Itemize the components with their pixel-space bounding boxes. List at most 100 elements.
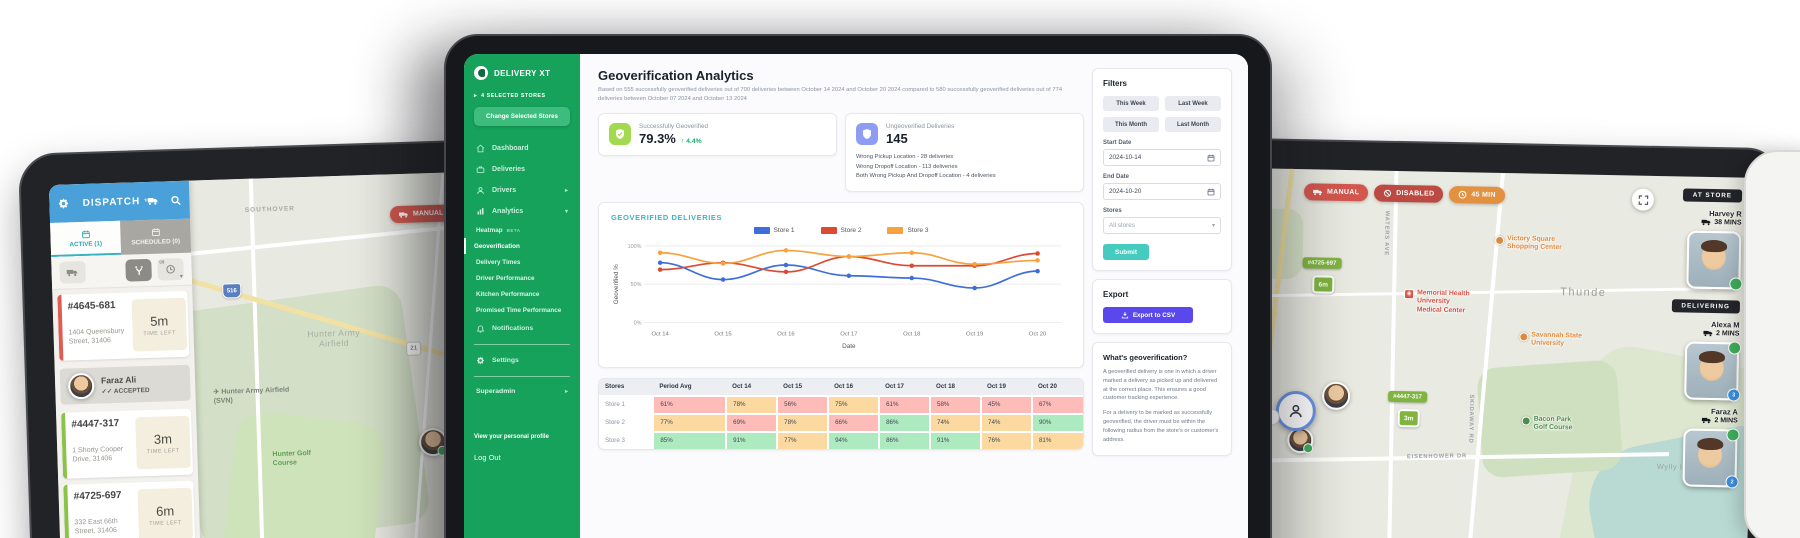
dashboard-screen: DELIVERY XT ▸ 4 SELECTED STORES Change S… <box>464 54 1248 538</box>
driver-map-avatar[interactable] <box>1287 426 1314 454</box>
table-cell: 58% <box>929 394 982 414</box>
change-stores-button[interactable]: Change Selected Stores <box>474 107 570 126</box>
legend-item[interactable]: Store 1 <box>753 226 795 234</box>
table-cell: 66% <box>827 412 880 432</box>
export-csv-button[interactable]: Export to CSV <box>1103 307 1193 323</box>
chevron-down-icon: ▾ <box>1211 223 1215 229</box>
vehicle-filter-button[interactable] <box>59 260 86 284</box>
sidebar-item-settings[interactable]: Settings <box>474 350 570 371</box>
bar-chart-icon <box>477 208 484 215</box>
dispatch-map[interactable]: SOUTHOVER 516 21 Hunter Army Airfield ✈ … <box>188 171 504 538</box>
tab-scheduled-deliveries[interactable]: SCHEDULED (0) <box>120 218 192 255</box>
sidebar-item-kitchen-performance[interactable]: Kitchen Performance <box>474 286 570 302</box>
order-address: 332 East 66th Street, 31406 <box>74 518 118 536</box>
last-week-button[interactable]: Last Week <box>1165 96 1221 111</box>
table-cell: 85% <box>652 430 727 449</box>
store-name-cell: Store 1 <box>599 394 654 414</box>
x-tick-label: Oct 16 <box>777 331 795 337</box>
sidebar-item-heatmap[interactable]: Heatmap BETA <box>474 222 570 238</box>
poi-victory-square[interactable]: Victory Square Shopping Center <box>1495 235 1569 253</box>
beta-badge: BETA <box>506 227 521 233</box>
tab-active-deliveries[interactable]: ACTIVE (1) <box>50 220 122 257</box>
poi-savannah-state[interactable]: Savannah State University <box>1519 331 1583 349</box>
this-week-button[interactable]: This Week <box>1103 96 1159 111</box>
dashboard-sidebar: DELIVERY XT ▸ 4 SELECTED STORES Change S… <box>464 54 580 538</box>
fullscreen-button[interactable] <box>1631 188 1655 211</box>
logout-link[interactable]: Log Out <box>474 453 501 462</box>
driver-photo-avatar[interactable]: 2 <box>1682 428 1740 489</box>
divider <box>474 376 570 377</box>
end-date-input[interactable]: 2024-10-20 <box>1103 183 1221 200</box>
table-cell: 76% <box>980 430 1032 449</box>
order-card[interactable]: #4725-697 332 East 66th Street, 31406 6m… <box>63 480 196 538</box>
sidebar-item-driver-performance[interactable]: Driver Performance <box>474 270 570 286</box>
data-point <box>846 273 852 278</box>
sidebar-item-geoverification[interactable]: Geoverification <box>464 238 570 254</box>
start-date-input[interactable]: 2024-10-14 <box>1103 149 1221 166</box>
sidebar-item-notifications[interactable]: Notifications <box>474 318 570 339</box>
order-card[interactable]: #4645-681 1404 Queensbury Street, 31406 … <box>57 290 190 361</box>
route-shield: 21 <box>405 341 422 356</box>
driver-map-avatar[interactable] <box>1321 381 1351 411</box>
legend-swatch <box>887 226 904 234</box>
sidebar-item-superadmin[interactable]: Superadmin ▸ <box>474 382 570 401</box>
search-icon[interactable] <box>170 194 181 205</box>
stores-select[interactable]: All stores ▾ <box>1103 217 1221 234</box>
poi-bacon-park[interactable]: Bacon Park Golf Course <box>1521 415 1577 433</box>
poi-memorial-health[interactable]: + Memorial Health University Medical Cent… <box>1404 289 1470 316</box>
home-icon <box>476 144 485 153</box>
table-row[interactable]: Store 1 61% 78% 56% 75% 61% 58% 45% 67% <box>599 394 1083 414</box>
submit-button[interactable]: Submit <box>1103 244 1149 260</box>
start-date-value: 2024-10-14 <box>1109 154 1142 161</box>
geoverification-table: Stores Period Avg Oct 14 Oct 15 Oct 16 Oct 17… <box>599 378 1083 449</box>
selected-stores[interactable]: ▸ 4 SELECTED STORES <box>474 93 570 99</box>
legend-item[interactable]: Store 2 <box>820 226 861 234</box>
driver-cluster-marker[interactable] <box>1275 390 1317 432</box>
ungeoverified-breakdown: Wrong Pickup Location - 28 deliveries Wr… <box>856 153 1073 182</box>
briefcase-icon <box>476 166 485 173</box>
route-split-button[interactable] <box>125 258 152 282</box>
order-map-marker[interactable]: #4447-317 <box>1388 390 1427 403</box>
table-header-cell: Oct 14 <box>726 378 778 396</box>
brand-logo-icon <box>474 66 488 80</box>
stat-cards: Successfully Geoverified 79.3% ↑ 4.4% <box>598 112 1084 192</box>
manual-mode-pill[interactable]: MANUAL <box>1303 183 1369 202</box>
table-header-row: Stores Period Avg Oct 14 Oct 15 Oct 16 Oct 17… <box>599 378 1083 396</box>
shield-check-icon <box>609 123 631 146</box>
chevron-down-icon: ▾ <box>564 209 568 215</box>
eta-pill[interactable]: 45 MIN <box>1449 185 1505 205</box>
sidebar-item-deliveries[interactable]: Deliveries <box>474 159 570 180</box>
table-cell: 94% <box>827 430 880 449</box>
disabled-mode-pill[interactable]: DISABLED <box>1374 184 1444 203</box>
manual-mode-pill[interactable]: MANUAL <box>389 204 453 224</box>
time-filter-button[interactable]: 09 ▾ <box>157 257 184 281</box>
driver-status-row[interactable]: Faraz Ali ✓✓ ACCEPTED <box>59 364 191 405</box>
driver-photo-avatar[interactable] <box>1686 230 1743 291</box>
filters-panel: Filters This Week Last Week This Month L… <box>1092 68 1232 271</box>
center-tablet-device: DELIVERY XT ▸ 4 SELECTED STORES Change S… <box>444 34 1272 538</box>
table-row[interactable]: Store 3 85% 91% 77% 94% 86% 91% 76% 81% <box>599 430 1083 449</box>
gear-icon[interactable] <box>57 197 69 209</box>
order-card[interactable]: #4447-317 1 Shorty Cooper Drive, 31406 3… <box>61 408 194 479</box>
sidebar-item-promised-time[interactable]: Promised Time Performance <box>474 302 570 318</box>
sidebar-item-drivers[interactable]: Drivers ▸ <box>474 180 570 201</box>
legend-item[interactable]: Store 3 <box>887 226 928 234</box>
time-left-value: 3m <box>153 430 173 447</box>
sidebar-item-label: Deliveries <box>492 166 526 173</box>
sidebar-item-analytics[interactable]: Analytics ▾ <box>474 201 570 222</box>
data-point <box>846 253 852 259</box>
data-point <box>720 260 726 266</box>
driver-photo-avatar[interactable]: 3 <box>1684 341 1742 402</box>
sidebar-item-label: Driver Performance <box>476 274 535 282</box>
order-map-marker[interactable]: #4725-697 <box>1302 257 1342 269</box>
eta-text: 2 MINS <box>1714 417 1738 425</box>
sidebar-nav: Dashboard Deliveries Drivers ▸ <box>464 138 570 401</box>
profile-link[interactable]: View your personal profile <box>474 434 549 440</box>
ban-icon <box>1384 189 1392 197</box>
last-month-button[interactable]: Last Month <box>1165 117 1221 132</box>
table-row[interactable]: Store 2 77% 69% 78% 66% 86% 74% 74% 90% <box>599 412 1083 432</box>
sidebar-item-delivery-times[interactable]: Delivery Times <box>474 254 570 270</box>
map-label-airfield: Hunter Army Airfield <box>307 327 361 349</box>
this-month-button[interactable]: This Month <box>1103 117 1159 132</box>
sidebar-item-dashboard[interactable]: Dashboard <box>474 138 570 159</box>
